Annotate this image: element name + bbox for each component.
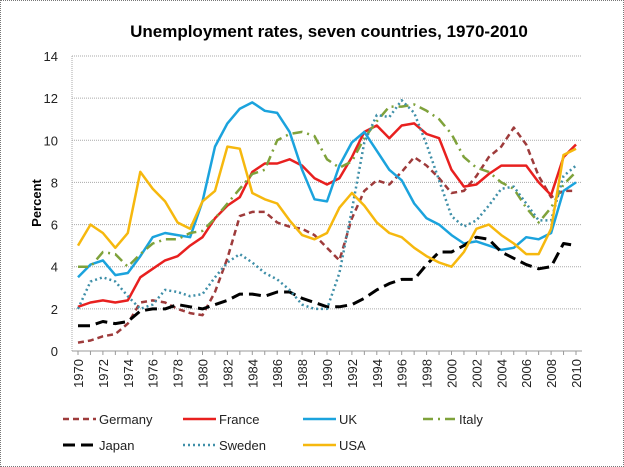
legend-label: Germany xyxy=(99,412,153,427)
x-axis-ticks: 1970 1972 1974 1976 1978 1980 1982 1984 1986 1988… xyxy=(71,351,584,388)
legend-entry-germany: Germany xyxy=(63,412,153,427)
x-tick-label: 1990 xyxy=(320,359,335,388)
legend-label: USA xyxy=(339,438,366,453)
x-tick-label: 2008 xyxy=(544,359,559,388)
x-tick-label: 2000 xyxy=(445,359,460,388)
series-line-japan xyxy=(78,235,577,328)
y-axis-label: Percent xyxy=(29,178,44,226)
x-tick-label: 1970 xyxy=(71,359,86,388)
y-tick-label: 12 xyxy=(44,91,58,106)
legend-label: France xyxy=(219,412,259,427)
series-line-france xyxy=(77,122,577,308)
x-tick-label: 2004 xyxy=(494,359,509,388)
y-tick-label: 10 xyxy=(44,133,58,148)
x-tick-label: 1978 xyxy=(171,359,186,388)
y-tick-label: 0 xyxy=(51,344,58,359)
series-lines xyxy=(76,99,577,344)
series-line-italy xyxy=(78,103,577,268)
legend-entry-uk: UK xyxy=(303,412,357,427)
x-tick-label: 1984 xyxy=(245,359,260,388)
series-line-usa xyxy=(76,145,577,268)
y-tick-label: 4 xyxy=(51,260,58,275)
legend-label: Japan xyxy=(99,438,134,453)
x-tick-label: 1972 xyxy=(96,359,111,388)
x-tick-label: 1988 xyxy=(295,359,310,388)
series-line-uk xyxy=(77,101,577,279)
y-tick-label: 6 xyxy=(51,218,58,233)
y-tick-label: 2 xyxy=(51,302,58,317)
x-tick-label: 1980 xyxy=(196,359,211,388)
legend-label: Sweden xyxy=(219,438,266,453)
y-tick-label: 8 xyxy=(51,175,58,190)
legend-entry-italy: Italy xyxy=(423,412,483,427)
x-tick-label: 2006 xyxy=(519,359,534,388)
x-tick-label: 1998 xyxy=(420,359,435,388)
y-tick-label: 14 xyxy=(44,49,58,64)
x-tick-label: 1974 xyxy=(121,359,136,388)
legend-entry-france: France xyxy=(183,412,259,427)
x-tick-label: 1976 xyxy=(146,359,161,388)
x-tick-label: 1996 xyxy=(395,359,410,388)
x-tick-label: 1992 xyxy=(345,359,360,388)
legend-entry-sweden: Sweden xyxy=(183,438,266,453)
legend: Germany France UK Italy Japan Sweden USA xyxy=(63,412,483,453)
x-tick-label: 2002 xyxy=(469,359,484,388)
legend-entry-japan: Japan xyxy=(63,438,134,453)
x-tick-label: 1994 xyxy=(370,359,385,388)
legend-label: UK xyxy=(339,412,357,427)
legend-label: Italy xyxy=(459,412,483,427)
y-axis-ticks: 0 2 4 6 8 10 12 14 xyxy=(44,49,58,359)
x-tick-label: 1986 xyxy=(270,359,285,388)
chart-title: Unemployment rates, seven countries, 197… xyxy=(130,22,528,41)
series-line-sweden xyxy=(76,99,577,311)
legend-entry-usa: USA xyxy=(303,438,366,453)
series-line-germany xyxy=(77,126,576,344)
x-tick-label: 2010 xyxy=(569,359,584,388)
x-tick-label: 1982 xyxy=(220,359,235,388)
